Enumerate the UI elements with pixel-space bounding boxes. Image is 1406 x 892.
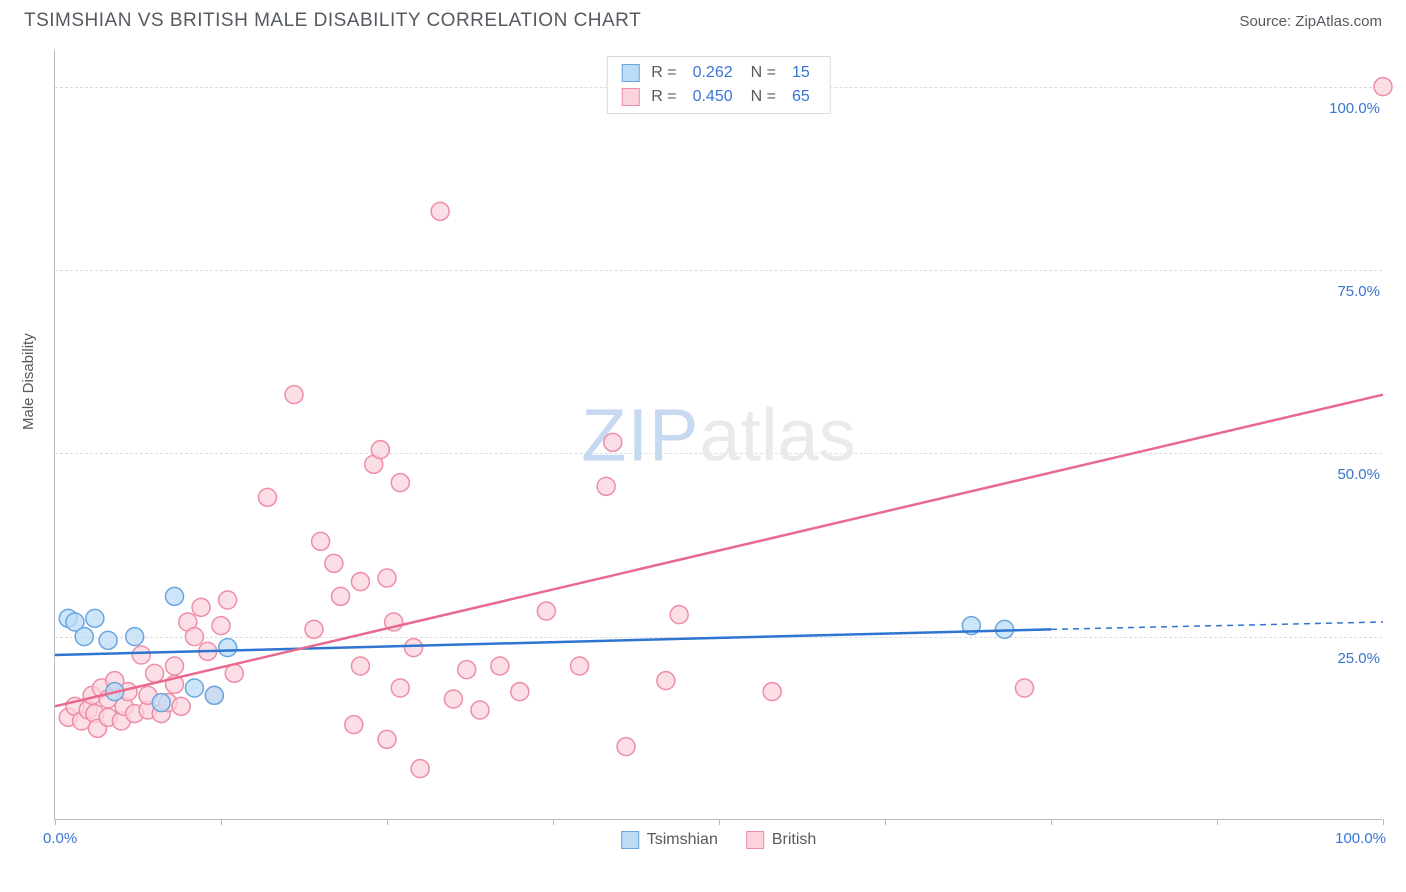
stats-legend: R = 0.262 N = 15 R = 0.450 N = 65: [606, 56, 831, 114]
x-axis-min-label: 0.0%: [43, 830, 77, 847]
legend-label-british: British: [772, 831, 816, 849]
stat-r-value-tsimshian: 0.262: [693, 61, 733, 85]
x-tick: [387, 819, 388, 825]
y-axis-label: Male Disability: [20, 333, 37, 430]
x-tick: [1383, 819, 1384, 825]
x-tick: [553, 819, 554, 825]
stat-n-label: N =: [751, 85, 776, 109]
legend-item-tsimshian: Tsimshian: [621, 831, 718, 849]
x-tick: [1051, 819, 1052, 825]
series-legend: Tsimshian British: [621, 831, 817, 849]
legend-item-british: British: [746, 831, 816, 849]
stat-n-value-tsimshian: 15: [792, 61, 810, 85]
stat-r-label: R =: [651, 85, 676, 109]
stats-row-tsimshian: R = 0.262 N = 15: [621, 61, 816, 85]
x-tick: [55, 819, 56, 825]
stats-row-british: R = 0.450 N = 65: [621, 85, 816, 109]
stat-r-label: R =: [651, 61, 676, 85]
x-tick: [221, 819, 222, 825]
legend-label-tsimshian: Tsimshian: [647, 831, 718, 849]
source-label: Source: ZipAtlas.com: [1239, 13, 1382, 30]
x-axis-max-label: 100.0%: [1335, 830, 1386, 847]
x-tick: [1217, 819, 1218, 825]
chart-title: TSIMSHIAN VS BRITISH MALE DISABILITY COR…: [24, 10, 641, 32]
plot-svg: [55, 50, 1382, 819]
x-tick: [885, 819, 886, 825]
stat-n-label: N =: [751, 61, 776, 85]
stat-r-value-british: 0.450: [693, 85, 733, 109]
legend-swatch-tsimshian-icon: [621, 831, 639, 849]
swatch-tsimshian-icon: [621, 64, 639, 82]
x-tick: [719, 819, 720, 825]
legend-swatch-british-icon: [746, 831, 764, 849]
swatch-british-icon: [621, 88, 639, 106]
chart-plot-area: 100.0%75.0%50.0%25.0% ZIPatlas R = 0.262…: [54, 50, 1382, 820]
stat-n-value-british: 65: [792, 85, 810, 109]
